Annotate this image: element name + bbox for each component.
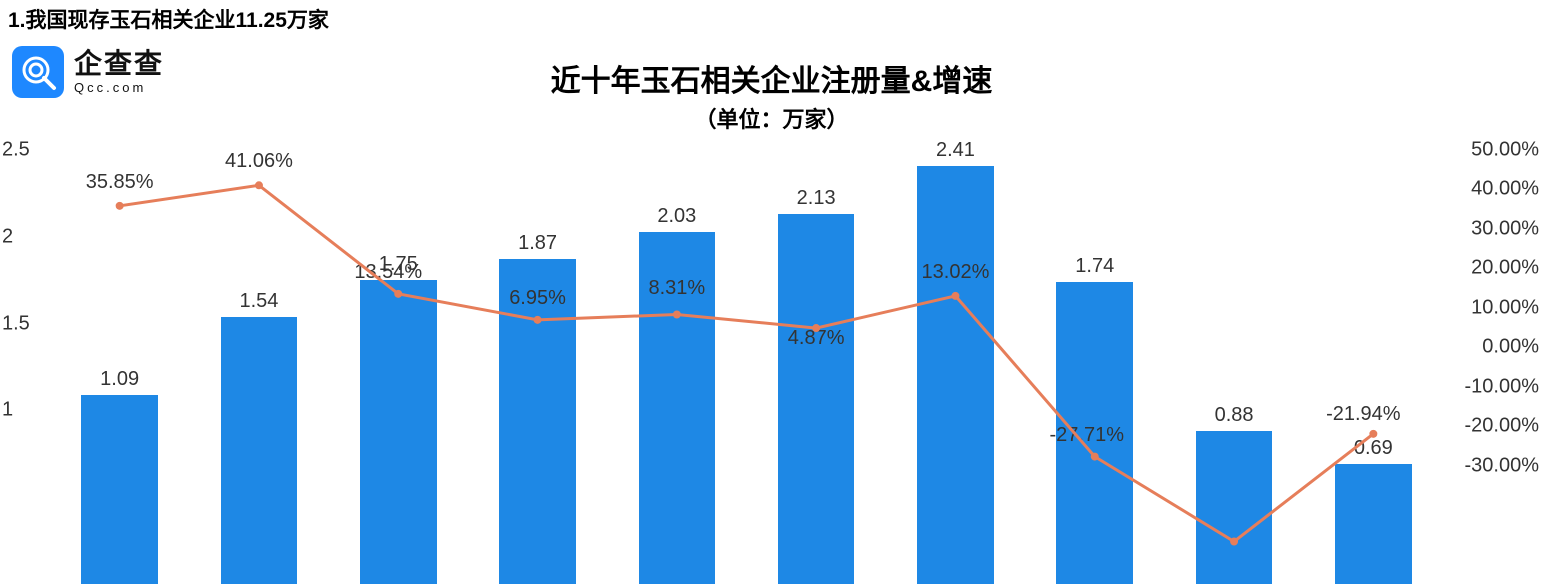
y-right-tick: 0.00% [1482,336,1539,359]
y-right-tick: 10.00% [1471,296,1539,319]
y-right-tick: 50.00% [1471,139,1539,162]
chart-subtitle: （单位：万家） [0,102,1543,134]
y-left-tick: 1 [2,399,13,422]
chart-container: 1.我国现存玉石相关企业11.25万家 企查查 Qcc.com 近十年玉石相关企… [0,0,1543,584]
y-left-tick: 1.5 [2,312,30,335]
chart-plot-area: 11.522.5-30.00%-20.00%-10.00%0.00%10.00%… [50,150,1443,584]
y-right-tick: -20.00% [1465,415,1540,438]
y-left-tick: 2.5 [2,139,30,162]
growth-line [50,150,1443,584]
y-right-tick: -10.00% [1465,375,1540,398]
y-right-tick: -30.00% [1465,454,1540,477]
chart-title: 近十年玉石相关企业注册量&增速 [0,56,1543,100]
y-right-tick: 40.00% [1471,178,1539,201]
page-heading: 1.我国现存玉石相关企业11.25万家 [0,0,1543,38]
y-right-tick: 30.00% [1471,217,1539,240]
y-right-tick: 20.00% [1471,257,1539,280]
y-left-tick: 2 [2,225,13,248]
chart-title-group: 近十年玉石相关企业注册量&增速 （单位：万家） [0,56,1543,134]
